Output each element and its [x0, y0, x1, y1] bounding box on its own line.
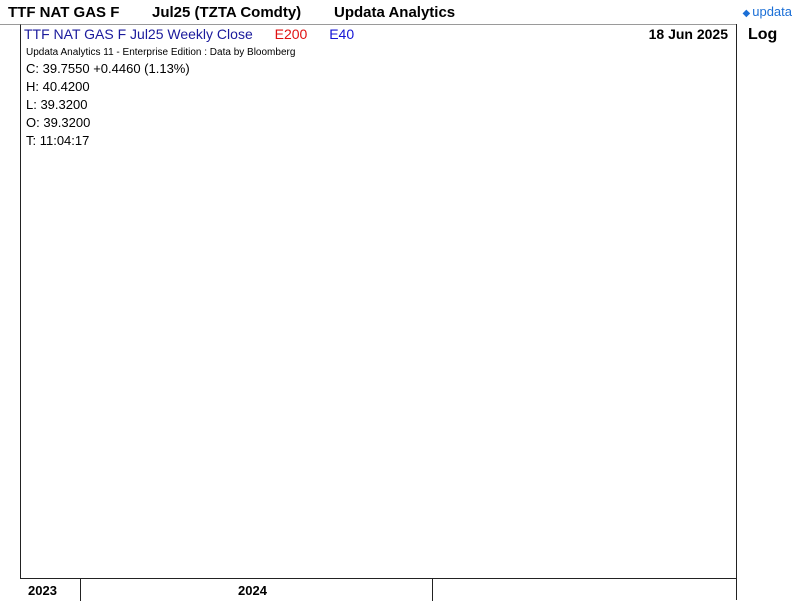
stat-high: H: 40.4200 — [26, 79, 90, 94]
stat-open: O: 39.3200 — [26, 115, 91, 130]
title-bar: TTF NAT GAS F Jul25 (TZTA Comdty) Updata… — [0, 0, 800, 25]
legend-e200: E200 — [274, 26, 308, 42]
year-separator — [432, 579, 433, 601]
stat-low: L: 39.3200 — [26, 97, 88, 112]
stats-box: Updata Analytics 11 - Enterprise Edition… — [26, 46, 295, 150]
legend-e40: E40 — [329, 26, 355, 42]
plot-area[interactable] — [20, 24, 737, 579]
logo-arrow-icon: ◆ — [742, 8, 751, 19]
logo-text: updata — [752, 4, 792, 19]
series-label: TTF NAT GAS F Jul25 Weekly Close — [24, 26, 253, 42]
stat-close: C: 39.7550 +0.4460 (1.13%) — [26, 61, 190, 76]
time-axis[interactable]: 2023 2024 — [20, 578, 736, 601]
edition-subtitle: Updata Analytics 11 - Enterprise Edition… — [26, 47, 296, 58]
stat-time: T: 11:04:17 — [26, 133, 90, 148]
year-label-2024: 2024 — [238, 583, 267, 598]
log-scale-label[interactable]: Log — [748, 26, 778, 43]
chart-date: 18 Jun 2025 — [648, 26, 728, 42]
price-axis[interactable] — [736, 24, 800, 600]
instrument-name: TTF NAT GAS F — [8, 4, 120, 21]
updata-logo: ◆ updata — [743, 4, 792, 19]
legend-row: TTF NAT GAS F Jul25 Weekly Close E200 E4… — [24, 26, 372, 42]
source-name: Updata Analytics — [334, 4, 456, 21]
contract-name: Jul25 (TZTA Comdty) — [152, 4, 302, 21]
year-label-2023: 2023 — [28, 583, 57, 598]
year-separator — [80, 579, 81, 601]
